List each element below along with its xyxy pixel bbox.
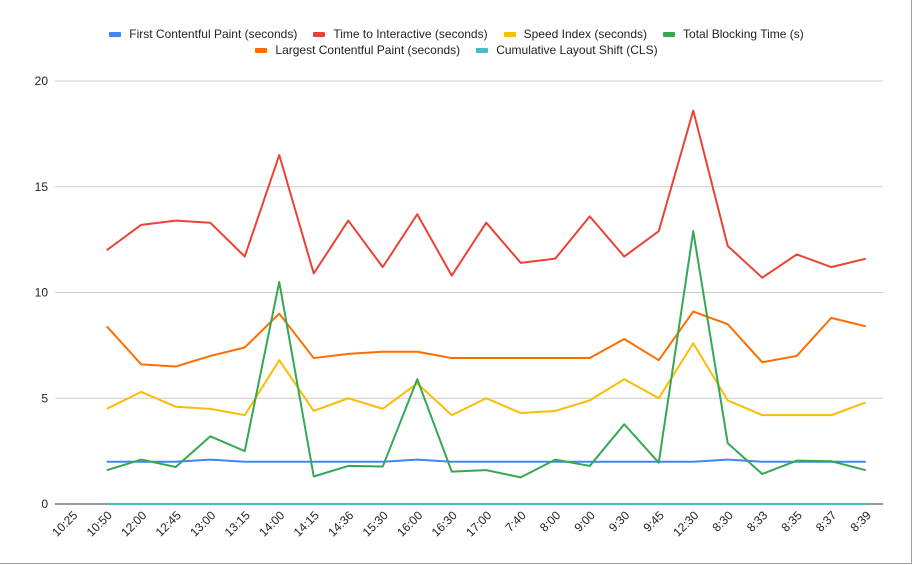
legend-item[interactable]: Largest Contentful Paint (seconds) [255, 42, 460, 58]
legend-row: First Contentful Paint (seconds) Time to … [0, 26, 913, 42]
chart-legend: First Contentful Paint (seconds) Time to … [0, 26, 913, 58]
x-tick-label: 9:30 [606, 508, 633, 535]
series-line [106, 109, 866, 279]
x-tick-label: 16:30 [429, 508, 460, 539]
x-tick-label: 7:40 [502, 508, 529, 535]
series-largest-contentful-paint-seconds [106, 310, 866, 368]
x-tick-label: 14:36 [325, 508, 356, 539]
legend-item[interactable]: First Contentful Paint (seconds) [109, 26, 297, 42]
x-tick-label: 13:15 [222, 508, 253, 539]
legend-label: Time to Interactive (seconds) [333, 27, 488, 41]
series-total-blocking-time-s [106, 230, 866, 479]
x-tick-label: 10:50 [84, 508, 115, 539]
series-line [106, 310, 866, 368]
y-tick-label: 0 [41, 497, 48, 511]
x-tick-label: 8:33 [744, 508, 771, 535]
x-tick-label: 17:00 [463, 508, 494, 539]
series-speed-index-seconds [106, 342, 867, 417]
legend-swatch [255, 47, 268, 53]
x-tick-label: 14:00 [256, 508, 287, 539]
legend-swatch [476, 47, 489, 53]
x-tick-label: 8:35 [778, 508, 805, 535]
x-tick-label: 8:30 [709, 508, 736, 535]
legend-label: Cumulative Layout Shift (CLS) [496, 43, 658, 57]
x-tick-label: 15:30 [360, 508, 391, 539]
legend-label: Largest Contentful Paint (seconds) [275, 43, 461, 57]
legend-item[interactable]: Cumulative Layout Shift (CLS) [476, 42, 658, 58]
series-first-contentful-paint-seconds [106, 458, 866, 463]
legend-swatch [663, 31, 676, 37]
series-line [106, 458, 866, 463]
legend-label: Speed Index (seconds) [523, 27, 648, 41]
legend-label: First Contentful Paint (seconds) [129, 27, 298, 41]
y-tick-label: 15 [35, 180, 49, 194]
x-tick-label: 8:37 [813, 508, 840, 535]
x-tick-label: 8:00 [537, 508, 564, 535]
x-tick-label: 12:30 [670, 508, 701, 539]
y-tick-label: 20 [35, 74, 49, 88]
legend-item[interactable]: Time to Interactive (seconds) [313, 26, 488, 42]
series-time-to-interactive-seconds [106, 109, 866, 279]
x-tick-label: 9:00 [571, 508, 598, 535]
x-tick-label: 10:25 [49, 508, 80, 539]
legend-item[interactable]: Total Blocking Time (s) [663, 26, 804, 42]
legend-swatch [313, 31, 326, 37]
x-tick-label: 16:00 [394, 508, 425, 539]
x-tick-label: 9:45 [640, 508, 667, 535]
x-tick-label: 13:00 [187, 508, 218, 539]
x-tick-label: 12:45 [153, 508, 184, 539]
legend-row: Largest Contentful Paint (seconds) Cumula… [0, 42, 913, 58]
legend-swatch [503, 31, 516, 37]
legend-label: Total Blocking Time (s) [683, 27, 804, 41]
legend-swatch [109, 31, 122, 37]
x-tick-label: 8:39 [847, 508, 874, 535]
legend-item[interactable]: Speed Index (seconds) [503, 26, 648, 42]
y-tick-label: 5 [41, 391, 48, 405]
y-tick-label: 10 [35, 286, 49, 300]
x-tick-label: 14:15 [291, 508, 322, 539]
x-tick-label: 12:00 [118, 508, 149, 539]
